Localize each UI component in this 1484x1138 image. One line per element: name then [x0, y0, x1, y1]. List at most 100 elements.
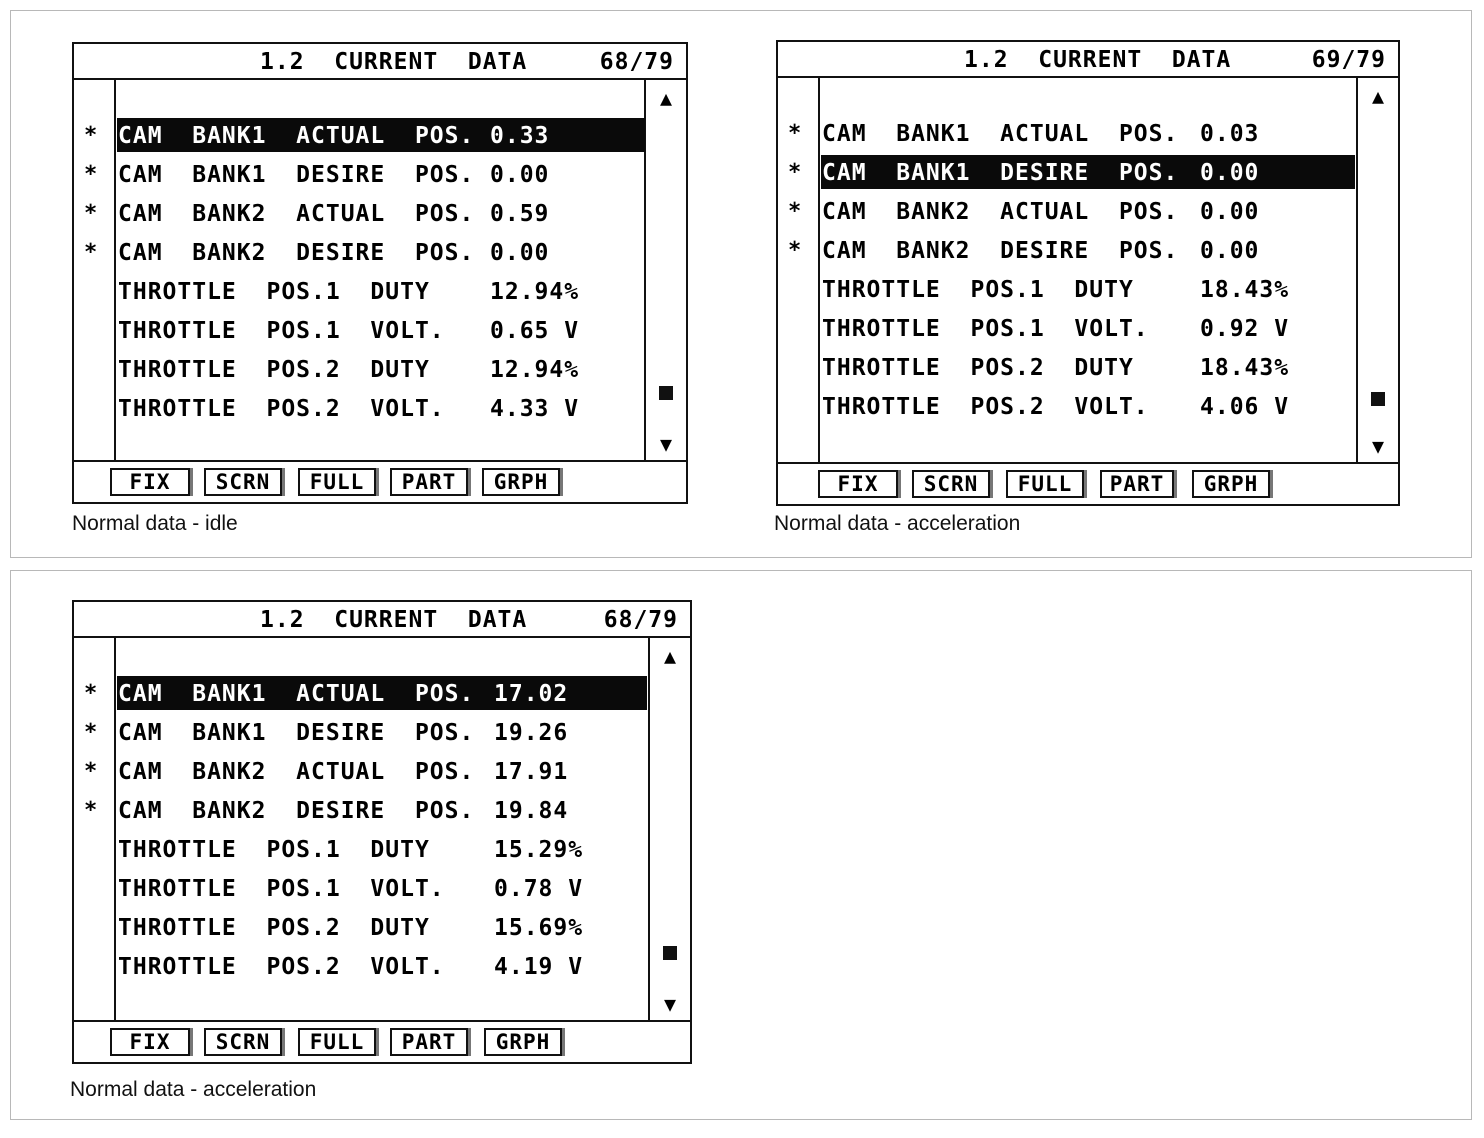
data-row[interactable]: * CAM BANK1 ACTUAL POS. 17.02 [74, 676, 690, 715]
parameter-label: THROTTLE POS.2 DUTY [118, 915, 430, 941]
fix-button[interactable]: FIX [818, 470, 898, 498]
title-bar: 1.2 CURRENT DATA 68/79 [74, 44, 686, 80]
parameter-value: 18.43% [1200, 355, 1290, 381]
part-button[interactable]: PART [1100, 470, 1174, 498]
data-row[interactable]: THROTTLE POS.1 VOLT. 0.92 V [778, 311, 1398, 350]
fix-button[interactable]: FIX [110, 468, 190, 496]
parameter-value: 0.92 V [1200, 316, 1290, 342]
function-button-bar: FIX SCRN FULL PART GRPH [778, 464, 1398, 504]
scroll-thumb[interactable] [659, 386, 673, 400]
data-row[interactable]: THROTTLE POS.1 VOLT. 0.65 V [74, 313, 686, 352]
parameter-label: CAM BANK1 ACTUAL POS. [118, 681, 475, 707]
page-counter: 69/79 [1311, 47, 1386, 73]
data-row[interactable]: * CAM BANK2 DESIRE POS. 0.00 [74, 235, 686, 274]
data-row[interactable]: THROTTLE POS.2 DUTY 18.43% [778, 350, 1398, 389]
scrollbar-divider [644, 78, 646, 462]
button-bar-divider [74, 1020, 690, 1022]
data-row[interactable]: * CAM BANK2 ACTUAL POS. 17.91 [74, 754, 690, 793]
part-button[interactable]: PART [390, 1028, 468, 1056]
data-row[interactable]: * CAM BANK2 DESIRE POS. 0.00 [778, 233, 1398, 272]
parameter-value: 0.00 [1200, 160, 1260, 186]
part-button[interactable]: PART [390, 468, 468, 496]
data-list: * CAM BANK1 ACTUAL POS. 0.33 * CAM BANK1 DE… [74, 118, 686, 430]
mark-gutter-divider [818, 76, 820, 464]
button-bar-divider [74, 460, 686, 462]
data-row[interactable]: * CAM BANK2 DESIRE POS. 19.84 [74, 793, 690, 832]
parameter-label: THROTTLE POS.2 DUTY [118, 357, 430, 383]
mark-gutter-divider [114, 636, 116, 1022]
grph-button[interactable]: GRPH [484, 1028, 562, 1056]
fixed-mark-icon: * [788, 238, 803, 263]
data-row[interactable]: * CAM BANK1 DESIRE POS. 0.00 [778, 155, 1398, 194]
data-row[interactable]: THROTTLE POS.2 VOLT. 4.06 V [778, 389, 1398, 428]
parameter-label: THROTTLE POS.1 VOLT. [118, 876, 445, 902]
parameter-value: 0.59 [490, 201, 550, 227]
screen-title: 1.2 CURRENT DATA [260, 607, 528, 633]
parameter-value: 18.43% [1200, 277, 1290, 303]
fixed-mark-icon: * [84, 240, 99, 265]
fixed-mark-icon: * [84, 798, 99, 823]
data-row[interactable]: THROTTLE POS.2 VOLT. 4.19 V [74, 949, 690, 988]
data-row[interactable]: * CAM BANK2 ACTUAL POS. 0.59 [74, 196, 686, 235]
page-counter: 68/79 [599, 49, 674, 75]
parameter-label: CAM BANK2 DESIRE POS. [118, 240, 475, 266]
scrn-button[interactable]: SCRN [912, 470, 990, 498]
fixed-mark-icon: * [788, 121, 803, 146]
scroll-down-arrow-icon[interactable]: ▼ [659, 432, 673, 456]
parameter-label: CAM BANK1 ACTUAL POS. [118, 123, 475, 149]
parameter-value: 0.33 [490, 123, 550, 149]
scroll-thumb[interactable] [1371, 392, 1385, 406]
parameter-value: 0.78 V [494, 876, 584, 902]
parameter-value: 0.03 [1200, 121, 1260, 147]
data-row[interactable]: * CAM BANK1 DESIRE POS. 19.26 [74, 715, 690, 754]
scrn-button[interactable]: SCRN [204, 468, 282, 496]
data-row[interactable]: * CAM BANK1 ACTUAL POS. 0.03 [778, 116, 1398, 155]
data-row[interactable]: THROTTLE POS.1 DUTY 15.29% [74, 832, 690, 871]
scroll-up-arrow-icon[interactable]: ▲ [663, 644, 677, 668]
fixed-mark-icon: * [84, 759, 99, 784]
parameter-value: 15.69% [494, 915, 584, 941]
data-row[interactable]: * CAM BANK1 DESIRE POS. 0.00 [74, 157, 686, 196]
screen-caption: Normal data - idle [72, 512, 238, 535]
fix-button[interactable]: FIX [110, 1028, 190, 1056]
parameter-label: CAM BANK1 ACTUAL POS. [822, 121, 1179, 147]
scroll-up-arrow-icon[interactable]: ▲ [1371, 84, 1385, 108]
parameter-value: 4.33 V [490, 396, 580, 422]
grph-button[interactable]: GRPH [482, 468, 560, 496]
selection-highlight [117, 118, 645, 152]
data-row[interactable]: * CAM BANK1 ACTUAL POS. 0.33 [74, 118, 686, 157]
data-row[interactable]: THROTTLE POS.1 DUTY 18.43% [778, 272, 1398, 311]
parameter-value: 17.91 [494, 759, 569, 785]
scroll-down-arrow-icon[interactable]: ▼ [663, 992, 677, 1016]
data-row[interactable]: THROTTLE POS.1 VOLT. 0.78 V [74, 871, 690, 910]
parameter-value: 0.00 [490, 162, 550, 188]
grph-button[interactable]: GRPH [1192, 470, 1270, 498]
data-row[interactable]: THROTTLE POS.2 DUTY 15.69% [74, 910, 690, 949]
parameter-label: CAM BANK2 DESIRE POS. [822, 238, 1179, 264]
parameter-label: CAM BANK1 DESIRE POS. [118, 162, 475, 188]
fixed-mark-icon: * [84, 201, 99, 226]
fixed-mark-icon: * [788, 160, 803, 185]
data-row[interactable]: THROTTLE POS.2 DUTY 12.94% [74, 352, 686, 391]
parameter-label: CAM BANK2 ACTUAL POS. [822, 199, 1179, 225]
scrn-button[interactable]: SCRN [204, 1028, 282, 1056]
parameter-label: CAM BANK2 DESIRE POS. [118, 798, 475, 824]
full-button[interactable]: FULL [298, 468, 376, 496]
title-bar: 1.2 CURRENT DATA 69/79 [778, 42, 1398, 78]
full-button[interactable]: FULL [1006, 470, 1084, 498]
fixed-mark-icon: * [84, 162, 99, 187]
data-row[interactable]: THROTTLE POS.2 VOLT. 4.33 V [74, 391, 686, 430]
parameter-label: CAM BANK1 DESIRE POS. [822, 160, 1179, 186]
full-button[interactable]: FULL [298, 1028, 376, 1056]
scroll-down-arrow-icon[interactable]: ▼ [1371, 434, 1385, 458]
scrollbar-divider [1356, 76, 1358, 464]
parameter-label: THROTTLE POS.1 VOLT. [118, 318, 445, 344]
scroll-thumb[interactable] [663, 946, 677, 960]
data-row[interactable]: * CAM BANK2 ACTUAL POS. 0.00 [778, 194, 1398, 233]
button-bar-divider [778, 462, 1398, 464]
parameter-label: CAM BANK2 ACTUAL POS. [118, 201, 475, 227]
parameter-label: THROTTLE POS.2 DUTY [822, 355, 1134, 381]
scroll-up-arrow-icon[interactable]: ▲ [659, 86, 673, 110]
data-row[interactable]: THROTTLE POS.1 DUTY 12.94% [74, 274, 686, 313]
screen-title: 1.2 CURRENT DATA [964, 47, 1232, 73]
